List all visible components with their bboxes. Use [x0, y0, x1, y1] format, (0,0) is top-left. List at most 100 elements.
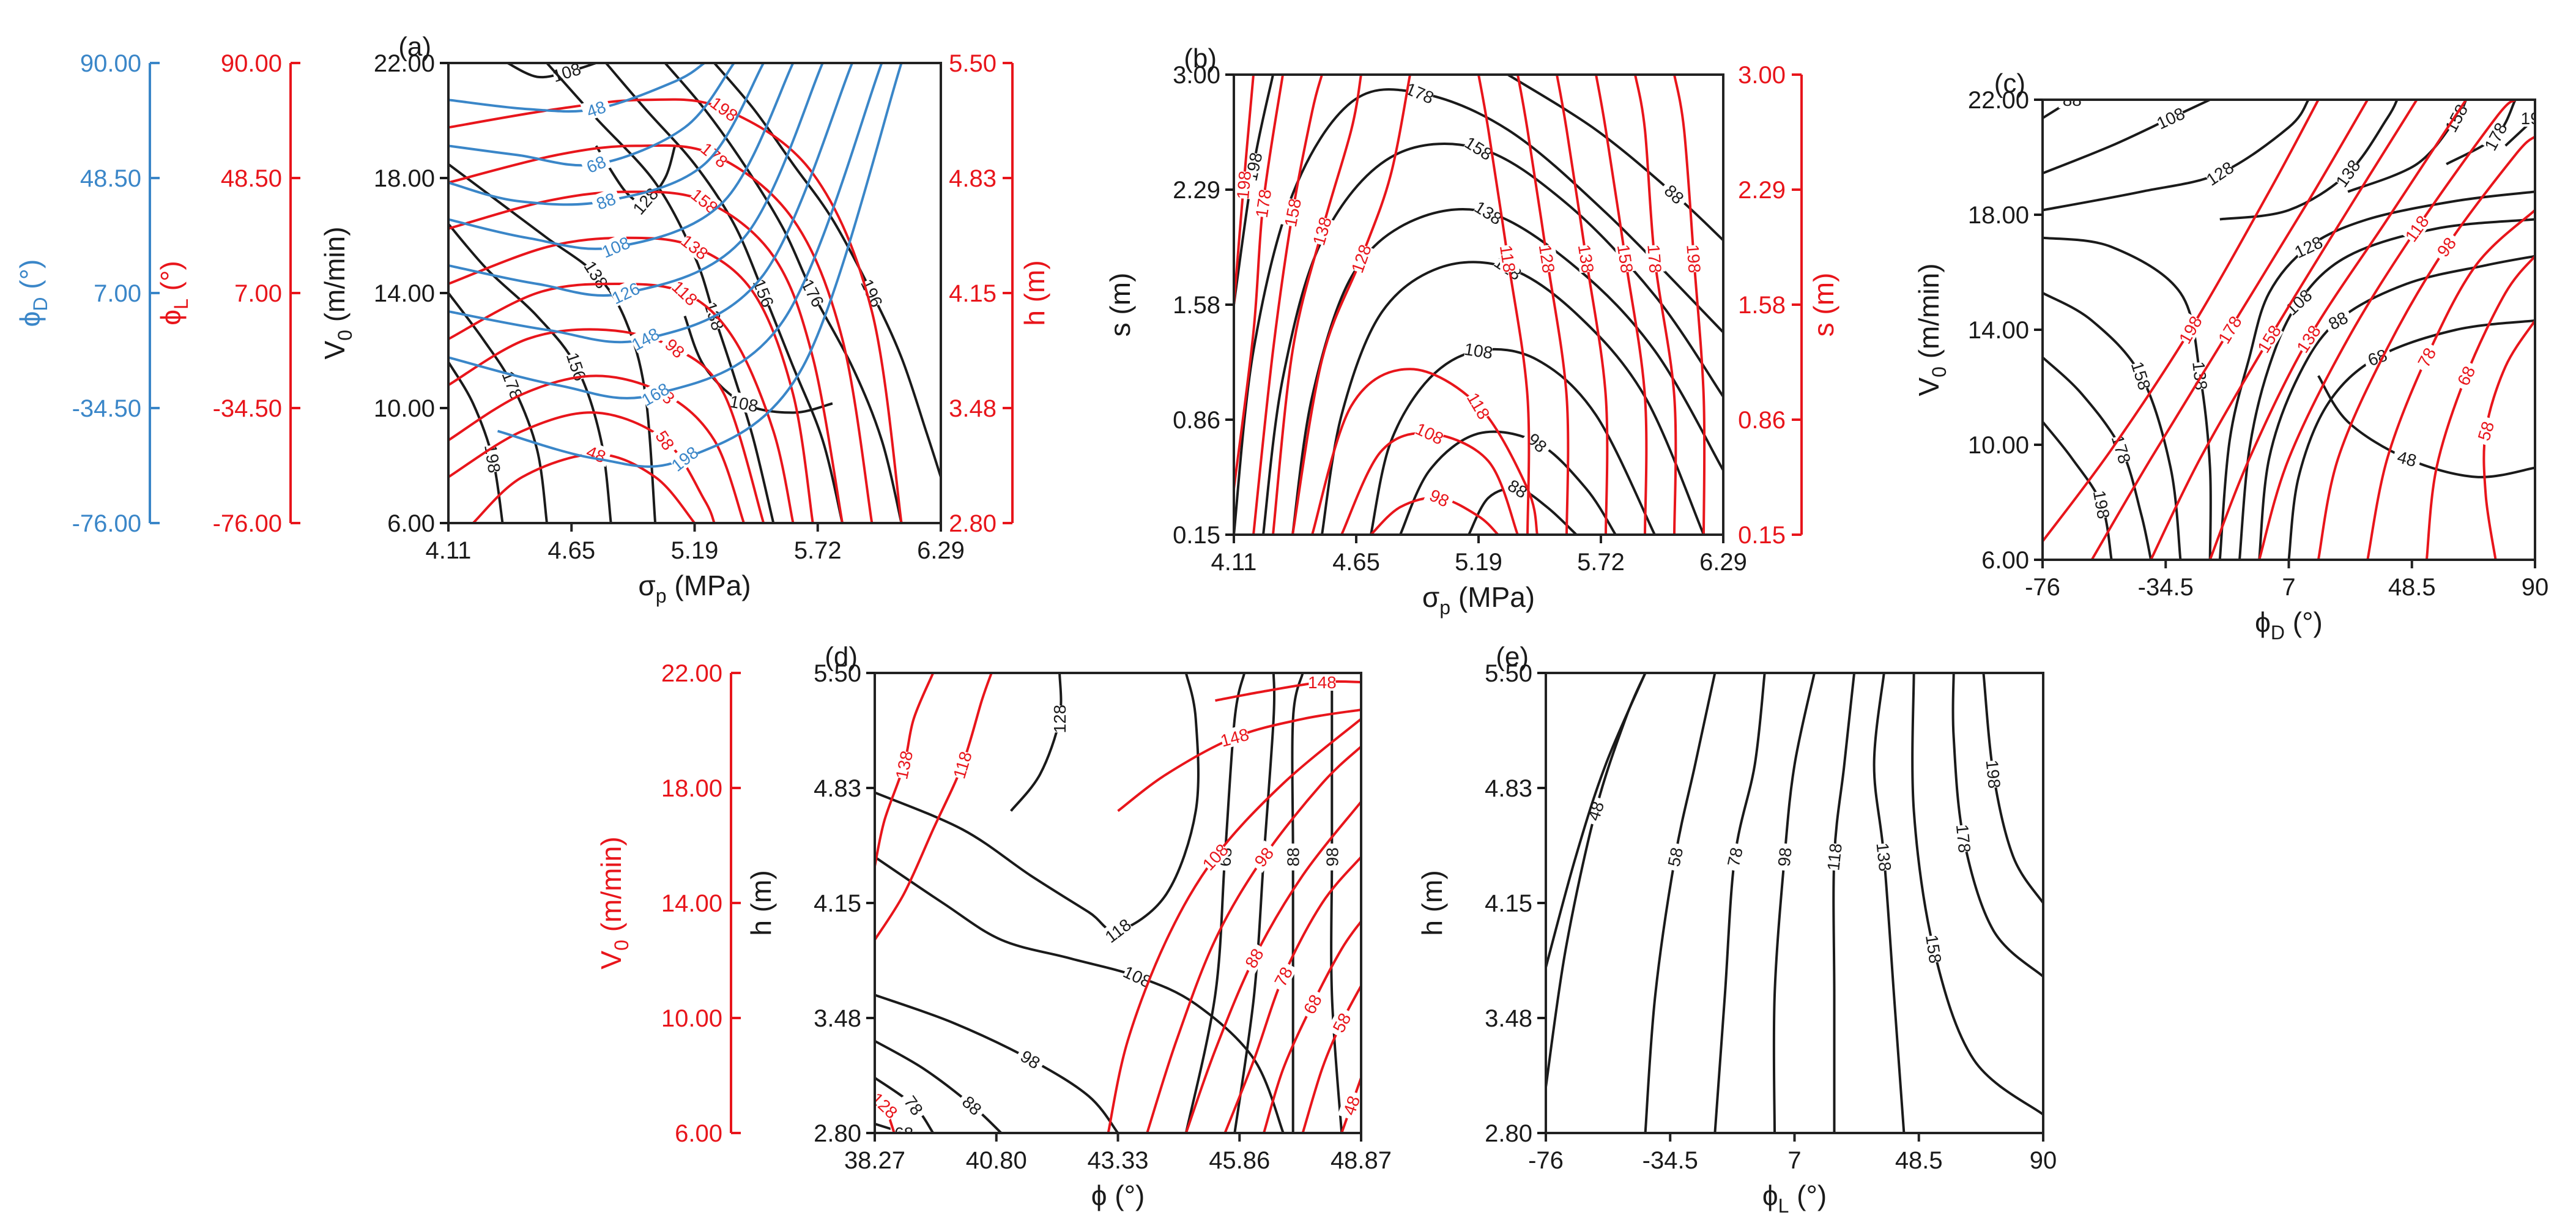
y-axis-title: V0 (m/min) — [1913, 263, 1950, 396]
contour-line-black — [1262, 142, 1723, 535]
contour-line-blue — [448, 63, 824, 297]
y-tick-label: 4.15 — [814, 890, 861, 917]
y-tick-label: 7.00 — [94, 280, 141, 307]
y-tick-label: -34.50 — [72, 395, 141, 422]
contour-label-bg — [2175, 313, 2205, 346]
contour-line-red — [1516, 75, 1570, 535]
contour-label-bg — [1953, 824, 1975, 853]
contour-level-label: 128 — [1348, 242, 1375, 275]
contour-level-label: 158 — [687, 185, 721, 217]
y-tick-label: 22.00 — [1968, 87, 2029, 114]
y-tick-label: 2.29 — [1173, 177, 1220, 204]
contour-label-bg — [2322, 305, 2355, 335]
x-tick-label: 48.5 — [2388, 574, 2436, 601]
panel-b: 8898108128138158178198889810811812813815… — [1104, 43, 1839, 619]
contour-line-red — [1311, 368, 1539, 535]
contour-label-bg — [2391, 445, 2423, 470]
contour-label-bg — [1722, 841, 1746, 872]
contour-line-red — [1215, 680, 1361, 702]
contour-label-bg — [1464, 389, 1494, 422]
contour-label-bg — [1614, 243, 1638, 273]
contour-level-label: 118 — [949, 749, 976, 781]
y-axis-title: V0 (m/min) — [595, 836, 633, 969]
y-tick-label: 22.00 — [661, 660, 722, 687]
contour-label-bg — [580, 150, 612, 177]
contour-label-bg — [668, 442, 701, 474]
plot-frame — [874, 672, 1362, 1134]
contour-label-bg — [1874, 842, 1896, 872]
y-axis-title: h (m) — [1019, 260, 1050, 325]
contour-level-label: 88 — [2063, 91, 2082, 110]
contour-label-bg — [890, 1123, 918, 1133]
contour-level-label: 138 — [1873, 842, 1895, 872]
contour-line-black — [713, 63, 941, 478]
x-tick-label: 5.19 — [1455, 549, 1502, 576]
contour-line-black — [1330, 673, 1343, 1133]
y-tick-label: 3.00 — [1738, 62, 1786, 89]
contour-label-bg — [899, 1088, 930, 1121]
contour-line-red — [448, 98, 903, 523]
panel-d: 6878889810811812868788898485868788898108… — [595, 642, 1392, 1211]
contour-line-black — [1233, 673, 1276, 1133]
contour-level-label: 138 — [1575, 243, 1598, 274]
y-tick-label: 4.83 — [949, 165, 997, 192]
contour-line-red — [1595, 75, 1648, 535]
x-tick-label: 6.29 — [1699, 549, 1747, 576]
y-tick-label: 0.15 — [1173, 522, 1220, 549]
x-axis-title: σp (MPa) — [1422, 581, 1535, 619]
contour-line-red — [2425, 255, 2535, 560]
contour-line-red — [1477, 75, 1531, 535]
contour-label-bg — [688, 185, 721, 217]
y-axis-title: ϕL (°) — [155, 261, 192, 325]
contour-line-red — [1634, 75, 1677, 535]
contour-label-bg — [798, 277, 828, 310]
y-tick-label: 3.48 — [814, 1005, 861, 1032]
x-tick-label: 4.11 — [1211, 549, 1257, 576]
y-tick-label: 1.58 — [1173, 292, 1220, 319]
contour-label-bg — [2254, 322, 2284, 355]
y-tick-label: 5.50 — [1485, 660, 1532, 687]
contour-line-red — [1234, 75, 1284, 489]
x-tick-label: 6.29 — [917, 537, 965, 564]
contour-label-bg — [678, 231, 711, 262]
contour-label-bg — [2282, 286, 2315, 318]
contour-label-bg — [1472, 197, 1505, 228]
y-tick-label: -76.00 — [213, 510, 282, 537]
contour-label-bg — [2411, 341, 2441, 374]
y-tick-label: 4.83 — [814, 775, 861, 802]
y-tick-label: 48.50 — [80, 165, 141, 192]
y-tick-label: 7.00 — [234, 280, 282, 307]
contour-level-label: 138 — [2293, 322, 2325, 356]
x-tick-label: 45.86 — [1209, 1147, 1270, 1174]
contour-line-blue — [448, 63, 795, 250]
contour-label-bg — [2400, 212, 2432, 245]
y-tick-label: 18.00 — [374, 165, 435, 192]
contour-level-label: 78 — [1724, 845, 1746, 868]
contour-label-bg — [2481, 120, 2510, 153]
contour-level-label: 158 — [1614, 243, 1637, 274]
contour-label-bg — [1404, 78, 1436, 106]
contour-label-bg — [1219, 724, 1250, 749]
y-tick-label: -76.00 — [72, 510, 141, 537]
contour-label-bg — [2332, 157, 2363, 190]
contour-label-bg — [1684, 244, 1705, 273]
x-tick-label: 48.5 — [1895, 1147, 1943, 1174]
contour-label-bg — [875, 1089, 901, 1121]
contour-label-bg — [1308, 215, 1334, 247]
contour-line-red — [448, 374, 745, 523]
y-tick-label: 6.00 — [675, 1120, 722, 1147]
contour-label-bg — [1658, 177, 1691, 210]
x-tick-label: 90 — [2522, 574, 2549, 601]
y-tick-label: 2.80 — [949, 510, 997, 537]
x-tick-label: 43.33 — [1087, 1147, 1148, 1174]
contour-level-label: 138 — [892, 749, 916, 781]
contour-label-bg — [1501, 473, 1535, 503]
contour-line-black — [2043, 421, 2113, 560]
contour-line-red — [448, 144, 874, 523]
contour-line-black — [2043, 292, 2182, 560]
contour-level-label: 158 — [2254, 322, 2285, 356]
contour-level-label: 178 — [2481, 119, 2511, 154]
contour-label-bg — [1326, 1006, 1356, 1039]
